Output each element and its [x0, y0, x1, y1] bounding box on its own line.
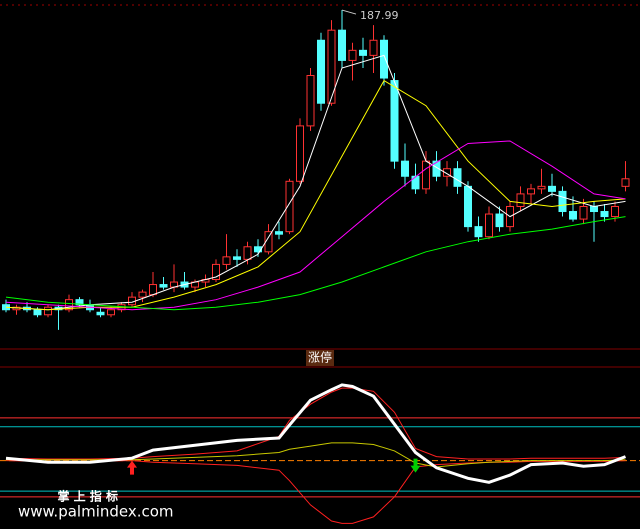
peak-label: 187.99	[360, 9, 399, 22]
candle-body	[390, 80, 399, 162]
candle-body	[600, 211, 609, 218]
candle-body	[422, 160, 430, 190]
annotation: 涨停	[308, 350, 332, 365]
sell-arrow	[410, 458, 421, 473]
candle-body	[96, 311, 105, 316]
candle-body	[222, 256, 231, 265]
watermark-title: 掌 上 指 标	[57, 489, 118, 504]
moving-average	[5, 54, 626, 311]
candle-body	[569, 211, 577, 220]
indicator-line	[6, 442, 626, 468]
candle-body	[474, 226, 483, 238]
candle-body	[327, 29, 336, 104]
candle-body	[495, 213, 504, 228]
candle-body	[548, 185, 556, 192]
candle-body	[285, 180, 294, 233]
indicator-line	[5, 460, 626, 524]
candle-body	[149, 284, 157, 296]
buy-arrow	[127, 460, 137, 475]
candle-body	[306, 75, 315, 127]
candle-body	[590, 205, 598, 213]
watermark-url: www.palmindex.com	[18, 503, 174, 521]
candle-body	[443, 168, 451, 177]
candle-body	[611, 205, 619, 218]
candle-body	[138, 291, 147, 298]
candle-body	[107, 309, 115, 316]
candle-body	[65, 299, 73, 311]
candle-body	[464, 185, 472, 228]
candle-body	[348, 49, 357, 61]
candle-body	[33, 309, 42, 316]
indicator-line	[5, 383, 627, 484]
candle-body	[338, 29, 346, 61]
candle-body	[359, 49, 367, 56]
candle-body	[369, 39, 378, 56]
candle-body	[401, 160, 409, 177]
moving-average	[5, 216, 626, 311]
candle-body	[212, 263, 220, 281]
candle-body	[317, 39, 325, 104]
candle-body	[485, 213, 493, 238]
peak-pointer	[341, 9, 357, 15]
candle-body	[380, 39, 388, 79]
moving-average	[5, 79, 626, 311]
candle-body	[159, 284, 168, 288]
candle-body	[264, 231, 273, 253]
candle-body	[44, 306, 52, 316]
candle-body	[527, 188, 535, 195]
candle-body	[558, 190, 567, 213]
candle-body	[579, 205, 588, 220]
candle-body	[75, 299, 84, 306]
candle-body	[621, 178, 630, 187]
candle-body	[453, 168, 462, 187]
moving-average	[5, 140, 626, 311]
candle-body	[296, 125, 304, 182]
candle-body	[537, 185, 546, 190]
candle-body	[432, 160, 441, 177]
candle-body	[233, 256, 241, 260]
candle-body	[275, 231, 283, 235]
candle-body	[516, 193, 525, 207]
candle-body	[243, 246, 252, 260]
annotation-box	[306, 350, 334, 366]
candle-body	[411, 175, 420, 190]
